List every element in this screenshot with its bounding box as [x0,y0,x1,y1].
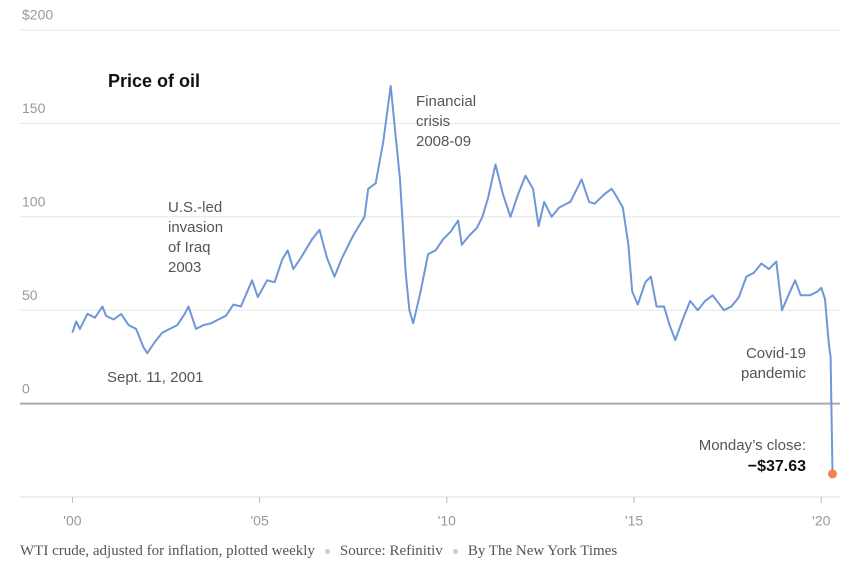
annotation: pandemic [741,365,807,382]
annotation: Covid-19 [746,345,806,362]
footer-source: Source: Refinitiv [339,543,443,559]
x-tick-label: '15 [625,513,643,529]
value-label: −$37.63 [748,458,806,475]
footer-credit: By The New York Times [467,543,618,559]
annotation: of Iraq [168,239,211,256]
annotation: Sept. 11, 2001 [107,369,203,386]
y-tick-label: 50 [22,287,38,303]
x-tick-label: '00 [63,513,81,529]
annotation: U.S.-led [168,199,222,216]
y-tick-label: $200 [22,7,53,23]
line [71,85,834,474]
separator [452,549,458,554]
y-tick-label: 150 [22,100,46,116]
chart: Price of oil 0 50 100 150 $200 '00 '05 '10 '15 '2… [20,7,840,529]
footer-note: WTI crude, adjusted for inflation, plott… [20,543,315,559]
annotation: 2008-09 [416,133,471,150]
y-tick-label: 0 [22,380,30,396]
x-tick-label: '20 [812,513,830,529]
annotation: crisis [416,113,450,130]
end-point [828,469,838,479]
separator [324,549,330,554]
y-tick-label: 100 [22,194,46,210]
chart-title: Price of oil [108,71,200,91]
annotation: 2003 [168,259,201,276]
x-tick-label: '10 [438,513,456,529]
annotation: invasion [168,219,223,236]
x-tick-label: '05 [251,513,269,529]
annotation: Financial [416,93,476,110]
footer: WTI crude, adjusted for inflation, plott… [20,543,617,560]
annotation: Monday’s close: [699,437,806,454]
